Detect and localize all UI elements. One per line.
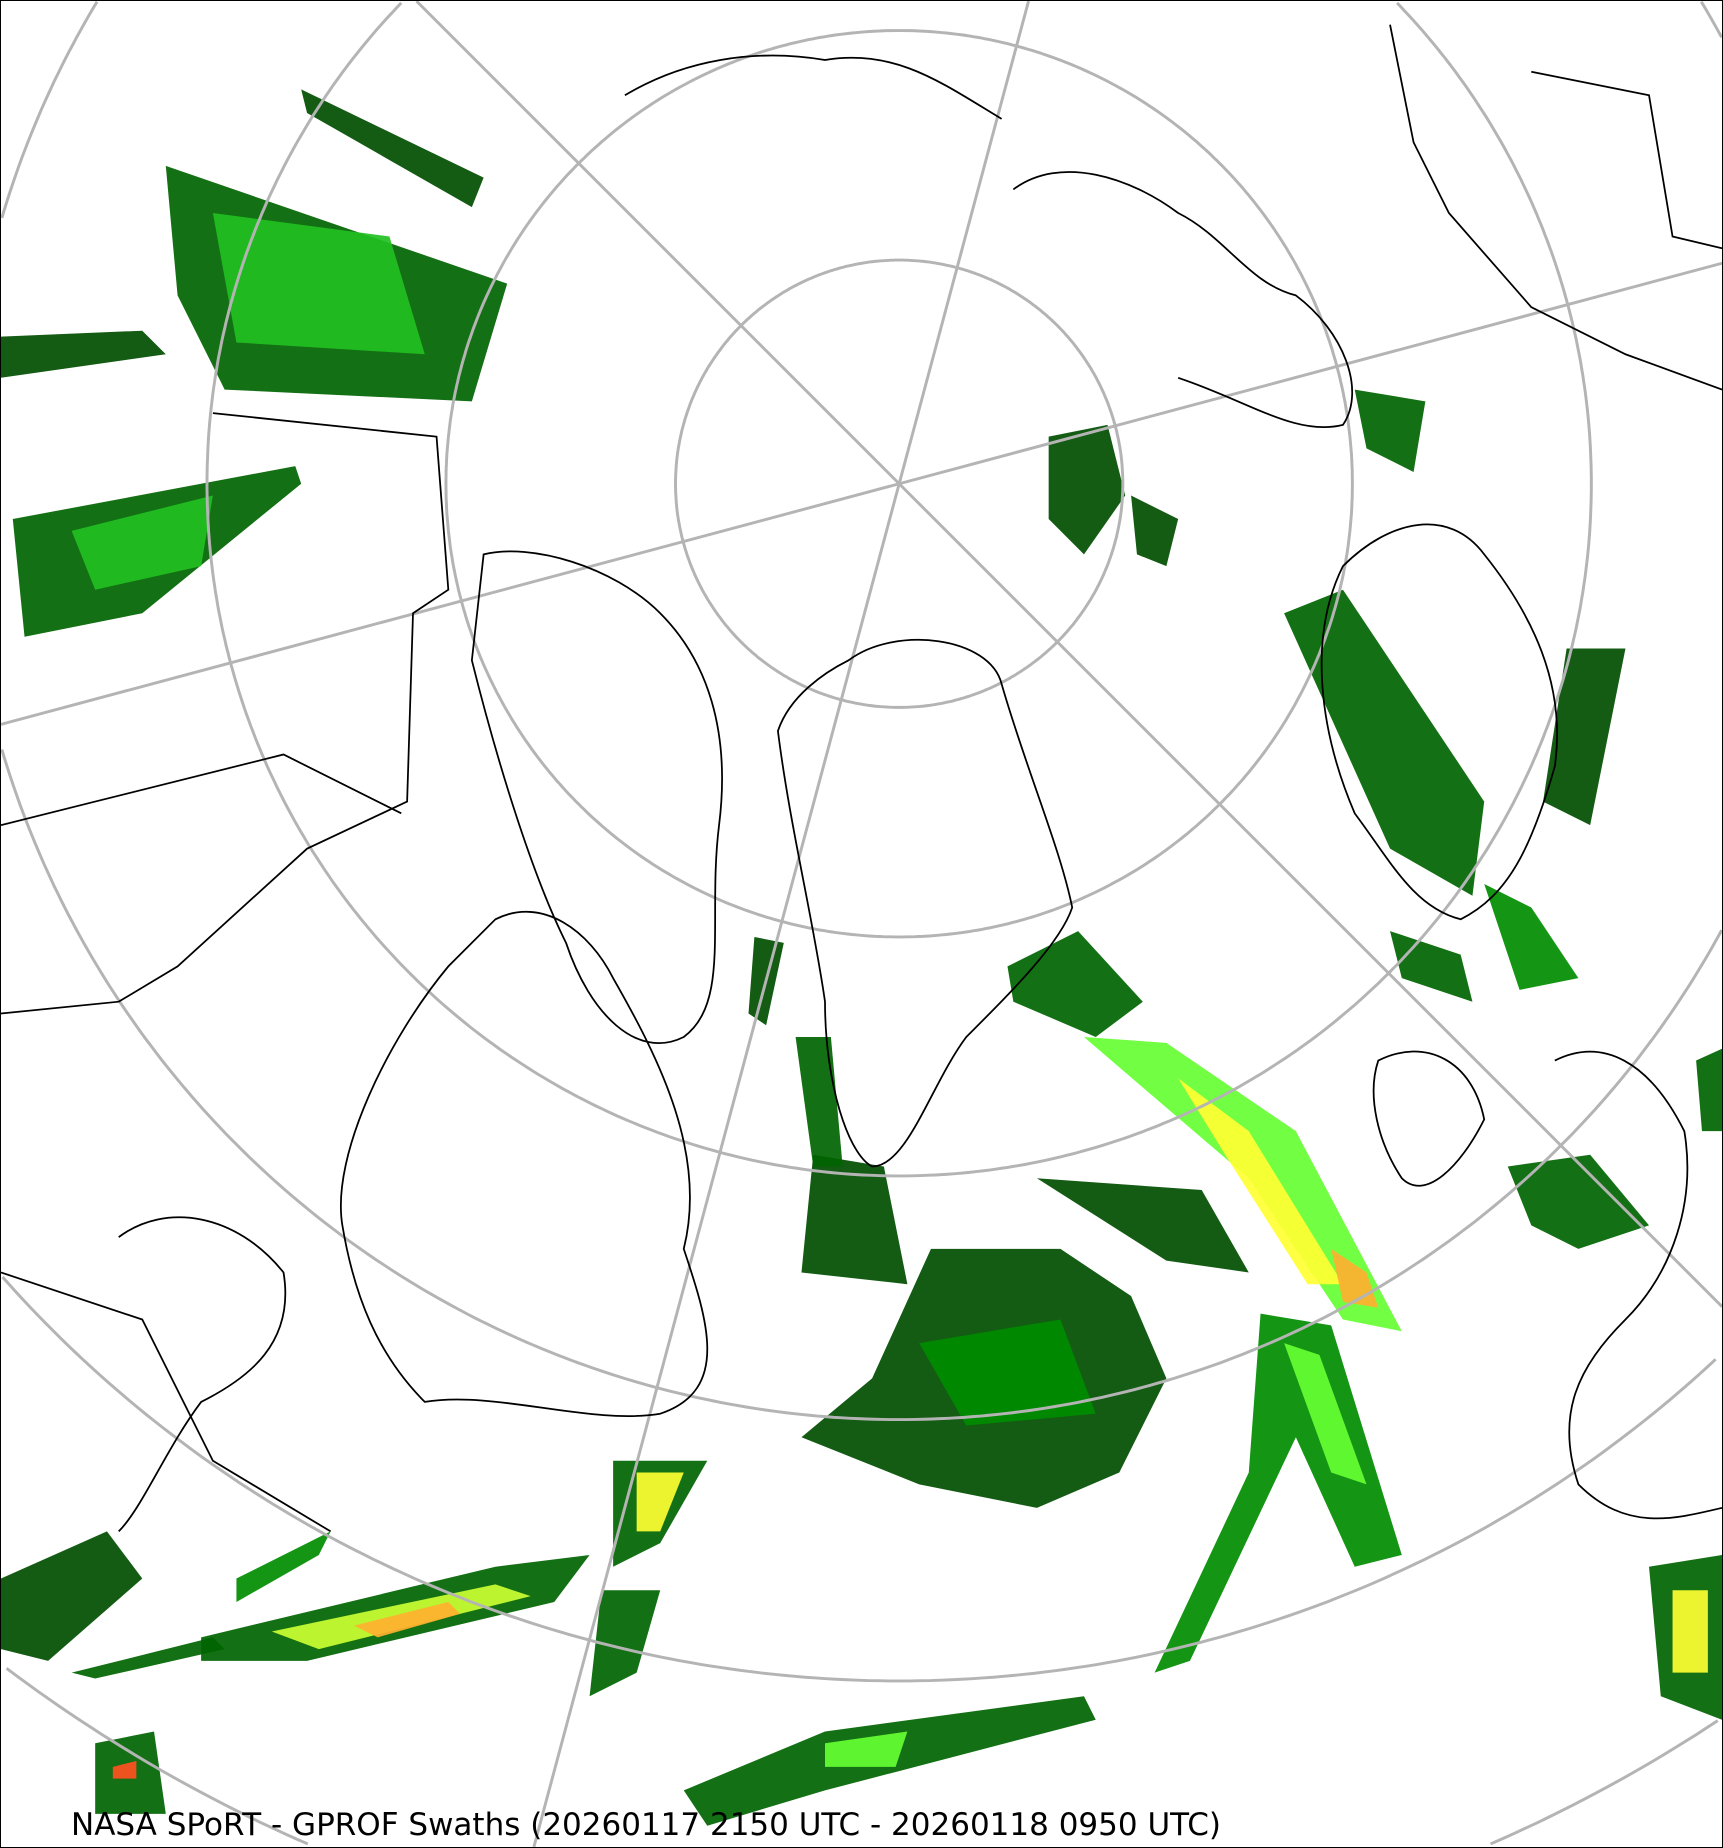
precip-area (1131, 495, 1179, 567)
precip-area (589, 1590, 661, 1697)
precip-area (1284, 589, 1485, 896)
precip-area (1543, 648, 1626, 826)
precip-area (825, 1731, 908, 1767)
coastline (1, 1271, 332, 1533)
precip-area (1672, 1590, 1708, 1673)
latitude-circle (205, 1, 1593, 1178)
precip-area (236, 1531, 331, 1603)
precip-area (1036, 1178, 1249, 1273)
coastlines (1, 24, 1722, 1533)
coastline (340, 910, 709, 1417)
meridian-line (532, 483, 901, 1847)
precip-area (636, 1472, 684, 1532)
precip-area (212, 212, 425, 355)
precip-area (354, 1602, 461, 1638)
latitude-circle (5, 1667, 1719, 1846)
precip-area (801, 1154, 908, 1285)
precip-area (1390, 931, 1473, 1002)
precipitation-swaths (1, 89, 1722, 1826)
coastline (118, 1216, 287, 1533)
coastline (624, 54, 1003, 120)
meridian-line (898, 261, 1722, 486)
meridian-line (415, 1, 901, 485)
precip-area (1, 1531, 143, 1661)
latitude-circle (1, 1, 1722, 1422)
coastline (777, 638, 1074, 1168)
latitude-circle (1, 1276, 1717, 1683)
precip-area (1507, 1154, 1650, 1249)
coastline (1012, 171, 1353, 429)
precip-area (795, 1037, 843, 1167)
precip-area (919, 1319, 1096, 1426)
precip-area (301, 89, 484, 208)
coastline (1554, 1051, 1722, 1520)
latitude-circle (674, 258, 1125, 709)
precip-area (1007, 931, 1143, 1038)
precip-area (1284, 1343, 1367, 1485)
precip-area (112, 1760, 137, 1779)
precip-area (1484, 883, 1579, 990)
latitude-circle (444, 29, 1354, 939)
coastline (1389, 24, 1722, 391)
map-caption: NASA SPoRT - GPROF Swaths (20260117 2150… (71, 1807, 1221, 1843)
precip-area (1178, 1078, 1343, 1285)
precip-area (1, 330, 166, 378)
meridian-line (898, 482, 1722, 1308)
precip-area (71, 1637, 225, 1679)
coastline (1531, 70, 1722, 250)
precip-area (1154, 1313, 1402, 1673)
coastline (1320, 523, 1559, 921)
coastline (1, 753, 402, 826)
coastline (470, 550, 723, 1044)
precip-area (1048, 424, 1126, 555)
precip-area (71, 495, 213, 590)
meridian-line (1, 482, 900, 726)
coastline (1372, 1050, 1486, 1187)
meridian-line (897, 1, 1030, 485)
precip-area (1354, 389, 1426, 472)
precip-area (1696, 1048, 1722, 1132)
coastline (1, 412, 450, 1015)
